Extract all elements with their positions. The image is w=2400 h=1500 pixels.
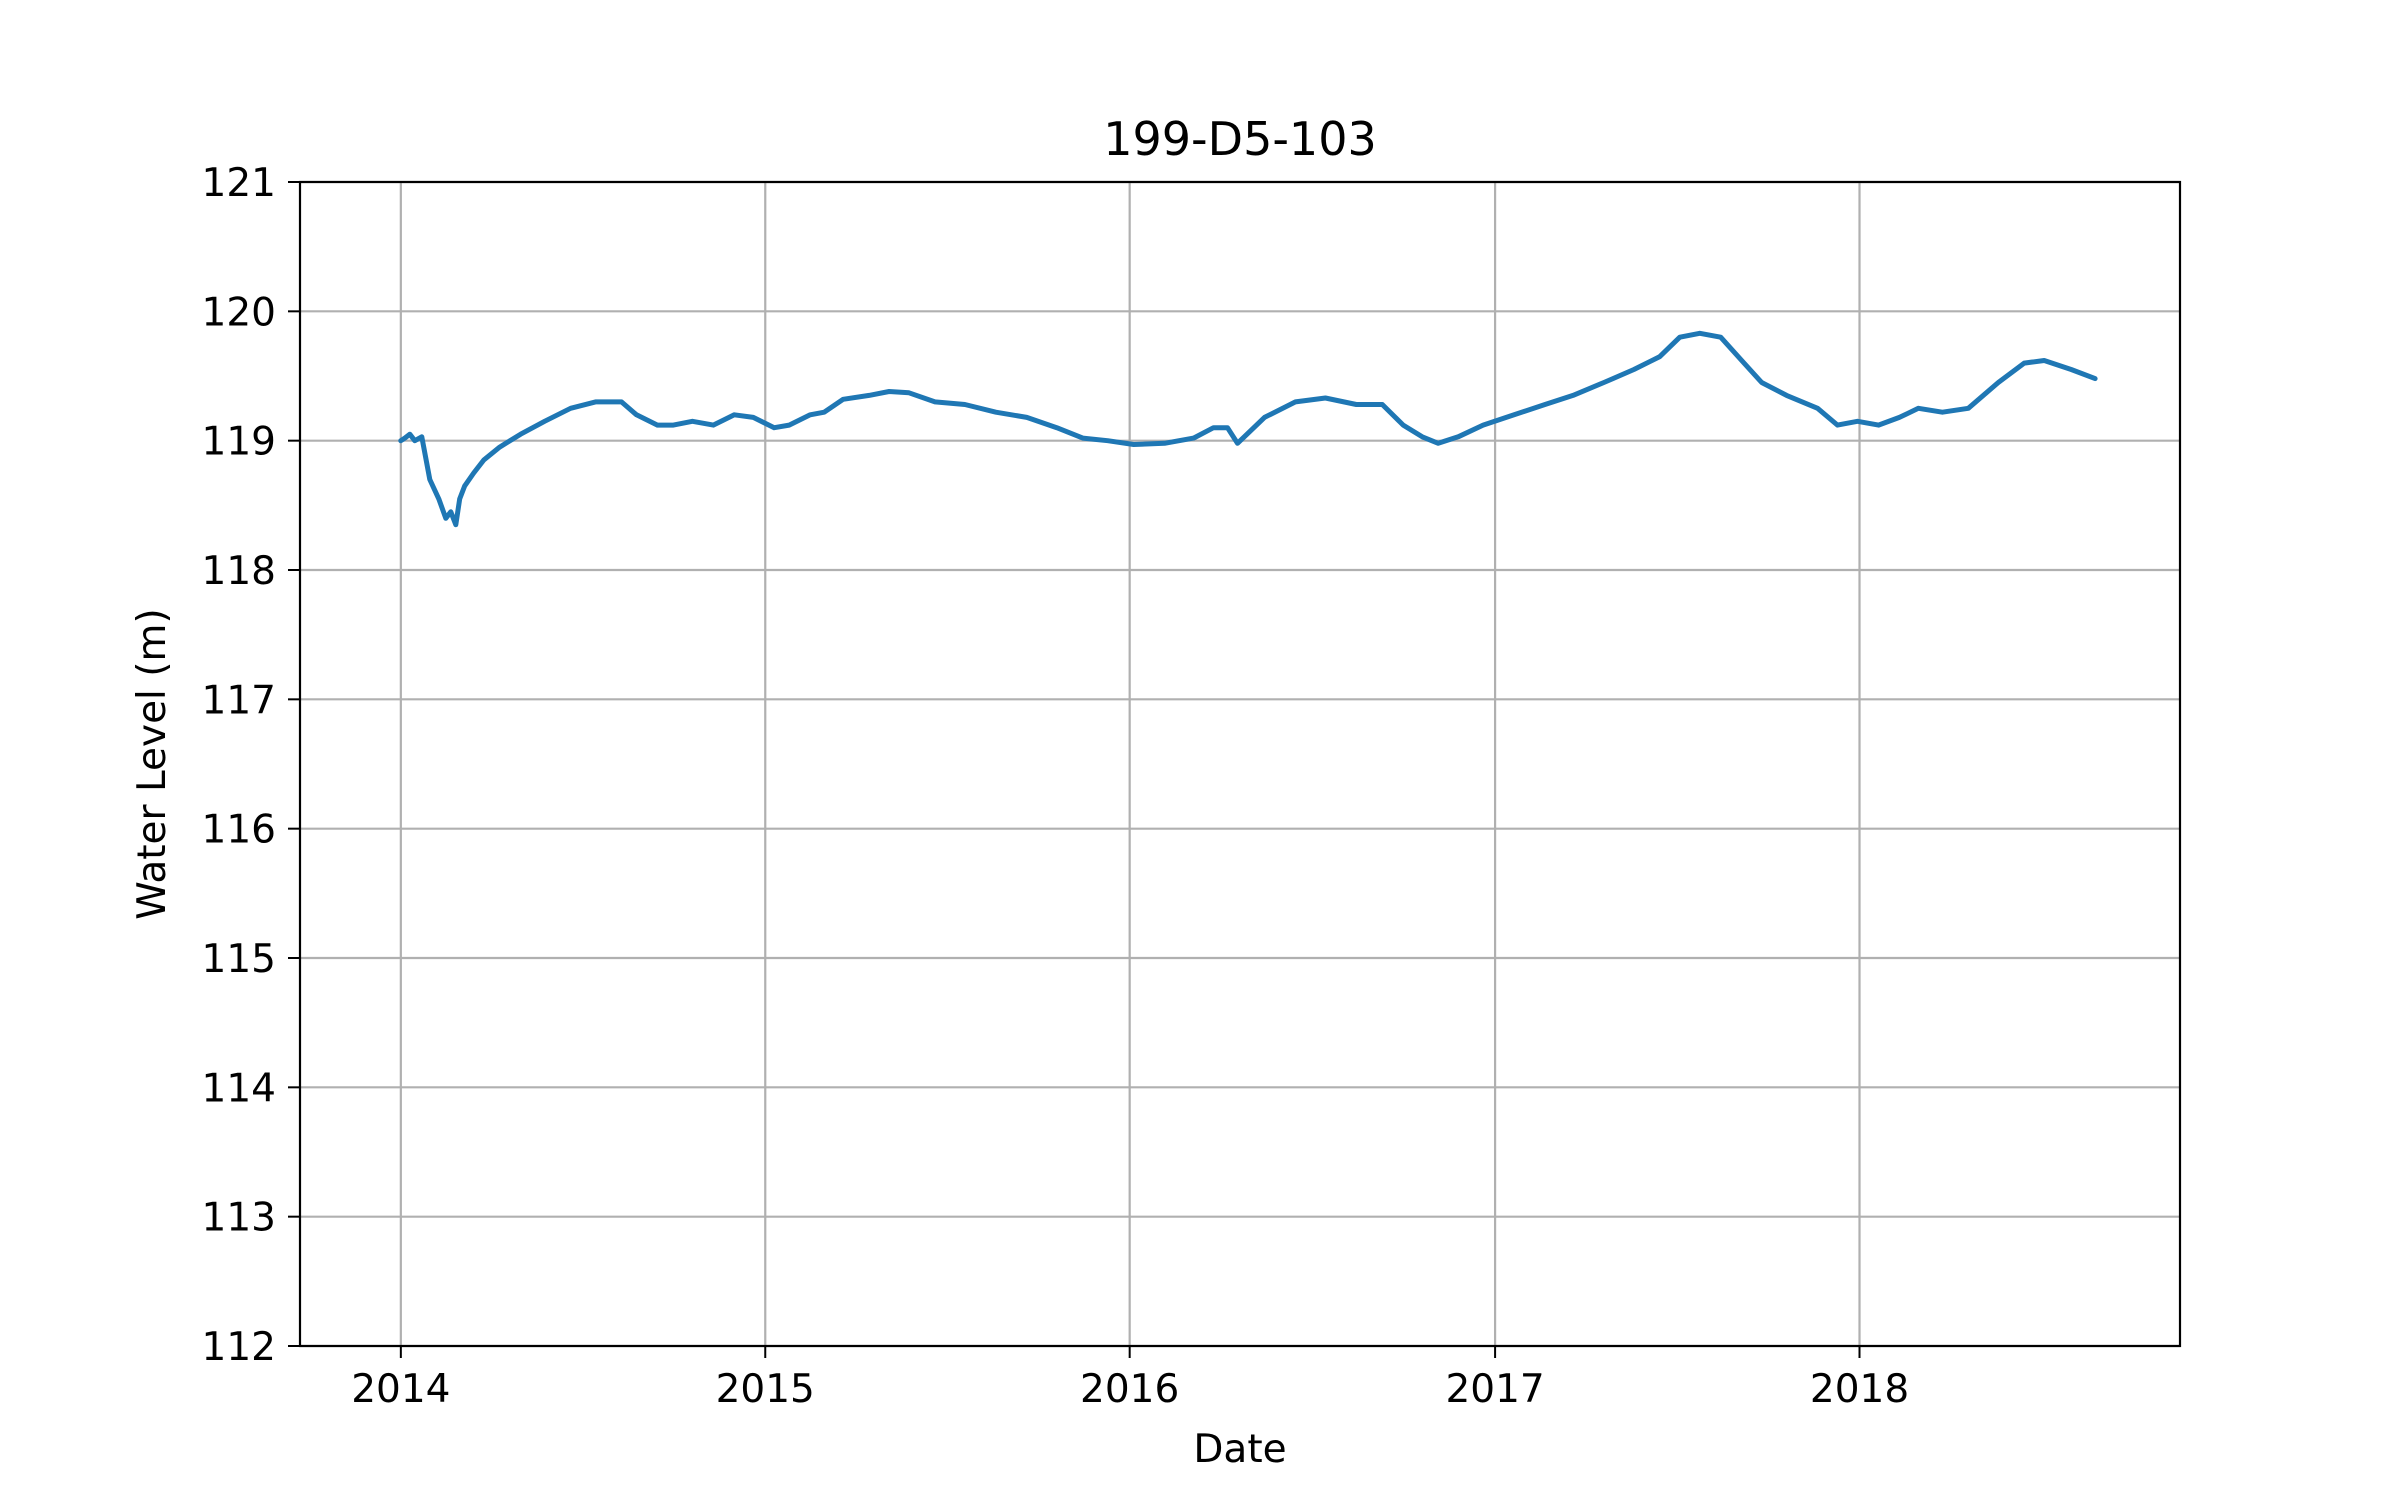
y-tick-label: 120 (202, 290, 276, 335)
axes-frame (298, 180, 2182, 1348)
water-level-series-line (398, 330, 2098, 528)
y-tick-label: 117 (202, 678, 276, 723)
y-axis-label: Water Level (m) (130, 608, 175, 919)
x-tick-label: 2016 (1080, 1367, 1179, 1412)
y-tick-label: 112 (202, 1325, 276, 1370)
x-axis-label: Date (1193, 1427, 1286, 1472)
x-tick-label: 2017 (1445, 1367, 1544, 1412)
y-tick-label: 116 (202, 808, 276, 853)
series-layer (398, 330, 2098, 528)
y-tick-label: 114 (202, 1066, 276, 1111)
x-tick-label: 2018 (1810, 1367, 1909, 1412)
y-tick-label: 121 (202, 161, 276, 206)
y-tick-label: 113 (202, 1196, 276, 1241)
y-tick-label: 119 (202, 420, 276, 465)
y-tick-label: 118 (202, 549, 276, 594)
x-tick-label: 2015 (716, 1367, 815, 1412)
chart-title: 199-D5-103 (1103, 112, 1376, 166)
x-tick-label: 2014 (351, 1367, 450, 1412)
ticks: 2014 2015 2016 2017 2018 112 113 114 115 116 117 11… (202, 161, 1910, 1412)
y-tick-label: 115 (202, 937, 276, 982)
